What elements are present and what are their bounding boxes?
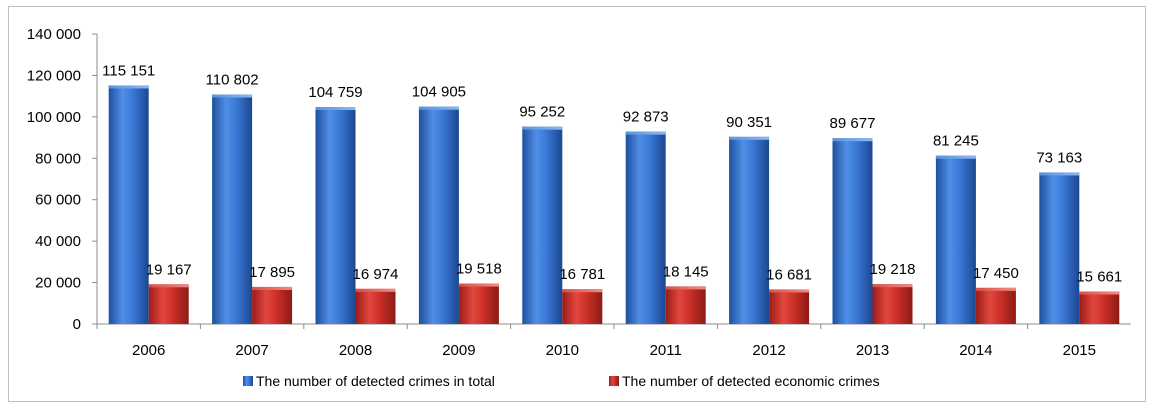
bar-top-cap <box>1079 291 1120 295</box>
bar-top-cap <box>975 287 1016 291</box>
data-label: 16 681 <box>766 266 812 283</box>
bar-top-cap <box>872 284 913 288</box>
x-tick-label: 2013 <box>856 342 889 359</box>
x-tick-label: 2008 <box>339 342 372 359</box>
bar-top-cap <box>665 286 706 290</box>
bar-top-cap <box>212 94 253 98</box>
bar-top-cap <box>625 131 666 135</box>
bar-top-cap <box>832 138 873 142</box>
legend-swatch <box>609 376 619 386</box>
bar-top-cap <box>1039 172 1080 176</box>
data-label: 92 873 <box>623 109 669 126</box>
data-label: 16 781 <box>559 266 605 283</box>
bar-total-crimes <box>418 106 459 325</box>
data-label: 19 518 <box>456 261 502 278</box>
legend-swatch <box>243 376 253 386</box>
data-label: 110 802 <box>206 71 259 88</box>
data-label: 15 661 <box>1076 269 1122 286</box>
data-label: 17 450 <box>973 265 1019 282</box>
bar-economic-crimes <box>458 283 499 324</box>
bar-total-crimes <box>935 155 976 324</box>
bar-economic-crimes <box>252 286 293 324</box>
y-tick-label: 60 000 <box>35 192 81 209</box>
bar-top-cap <box>522 126 563 130</box>
data-label: 19 218 <box>870 261 916 278</box>
bar-top-cap <box>562 289 603 293</box>
y-tick-label: 40 000 <box>35 233 81 250</box>
bar-total-crimes <box>625 131 666 324</box>
bar-total-crimes <box>1039 172 1080 324</box>
bar-economic-crimes <box>665 286 706 324</box>
data-label: 81 245 <box>933 133 979 150</box>
bar-top-cap <box>418 106 459 110</box>
data-label: 89 677 <box>830 115 876 132</box>
legend-label: The number of detected economic crimes <box>622 373 880 389</box>
bar-top-cap <box>148 284 189 288</box>
bar-top-cap <box>935 155 976 159</box>
y-tick-label: 140 000 <box>27 26 81 43</box>
bar-top-cap <box>315 106 356 110</box>
bar-total-crimes <box>108 85 149 324</box>
y-tick-label: 80 000 <box>35 150 81 167</box>
bar-total-crimes <box>832 138 873 324</box>
y-tick-label: 0 <box>73 316 81 333</box>
x-tick-label: 2012 <box>752 342 785 359</box>
x-tick-label: 2007 <box>235 342 268 359</box>
x-tick-label: 2015 <box>1063 342 1096 359</box>
bar-total-crimes <box>315 106 356 325</box>
data-label: 95 252 <box>519 104 565 121</box>
bar-economic-crimes <box>355 288 396 324</box>
data-label: 115 151 <box>102 62 155 79</box>
bar-top-cap <box>769 289 810 293</box>
bar-economic-crimes <box>872 284 913 324</box>
bar-economic-crimes <box>148 284 189 324</box>
data-label: 17 895 <box>249 264 295 281</box>
data-label: 73 163 <box>1036 149 1082 166</box>
y-tick-label: 20 000 <box>35 275 81 292</box>
x-tick-label: 2011 <box>650 342 682 359</box>
x-tick-label: 2009 <box>442 342 475 359</box>
x-tick-label: 2014 <box>959 342 992 359</box>
bar-top-cap <box>252 286 293 290</box>
bar-economic-crimes <box>562 289 603 324</box>
bar-top-cap <box>729 136 770 140</box>
y-tick-label: 120 000 <box>27 67 81 84</box>
bar-total-crimes <box>522 126 563 324</box>
bar-total-crimes <box>729 136 770 324</box>
bar-top-cap <box>458 283 499 287</box>
bar-top-cap <box>108 85 149 89</box>
bar-economic-crimes <box>769 289 810 324</box>
legend-label: The number of detected crimes in total <box>256 373 495 389</box>
bar-top-cap <box>355 288 396 292</box>
data-label: 16 974 <box>353 266 399 283</box>
data-label: 19 167 <box>146 261 192 278</box>
data-label: 104 759 <box>308 84 362 101</box>
data-label: 18 145 <box>663 263 709 280</box>
y-tick-label: 100 000 <box>27 109 81 126</box>
x-tick-label: 2006 <box>132 342 165 359</box>
x-tick-label: 2010 <box>546 342 579 359</box>
bar-total-crimes <box>212 94 253 325</box>
data-label: 104 905 <box>412 84 466 101</box>
data-label: 90 351 <box>726 114 772 131</box>
bar-economic-crimes <box>1079 291 1120 324</box>
bar-economic-crimes <box>975 287 1016 324</box>
